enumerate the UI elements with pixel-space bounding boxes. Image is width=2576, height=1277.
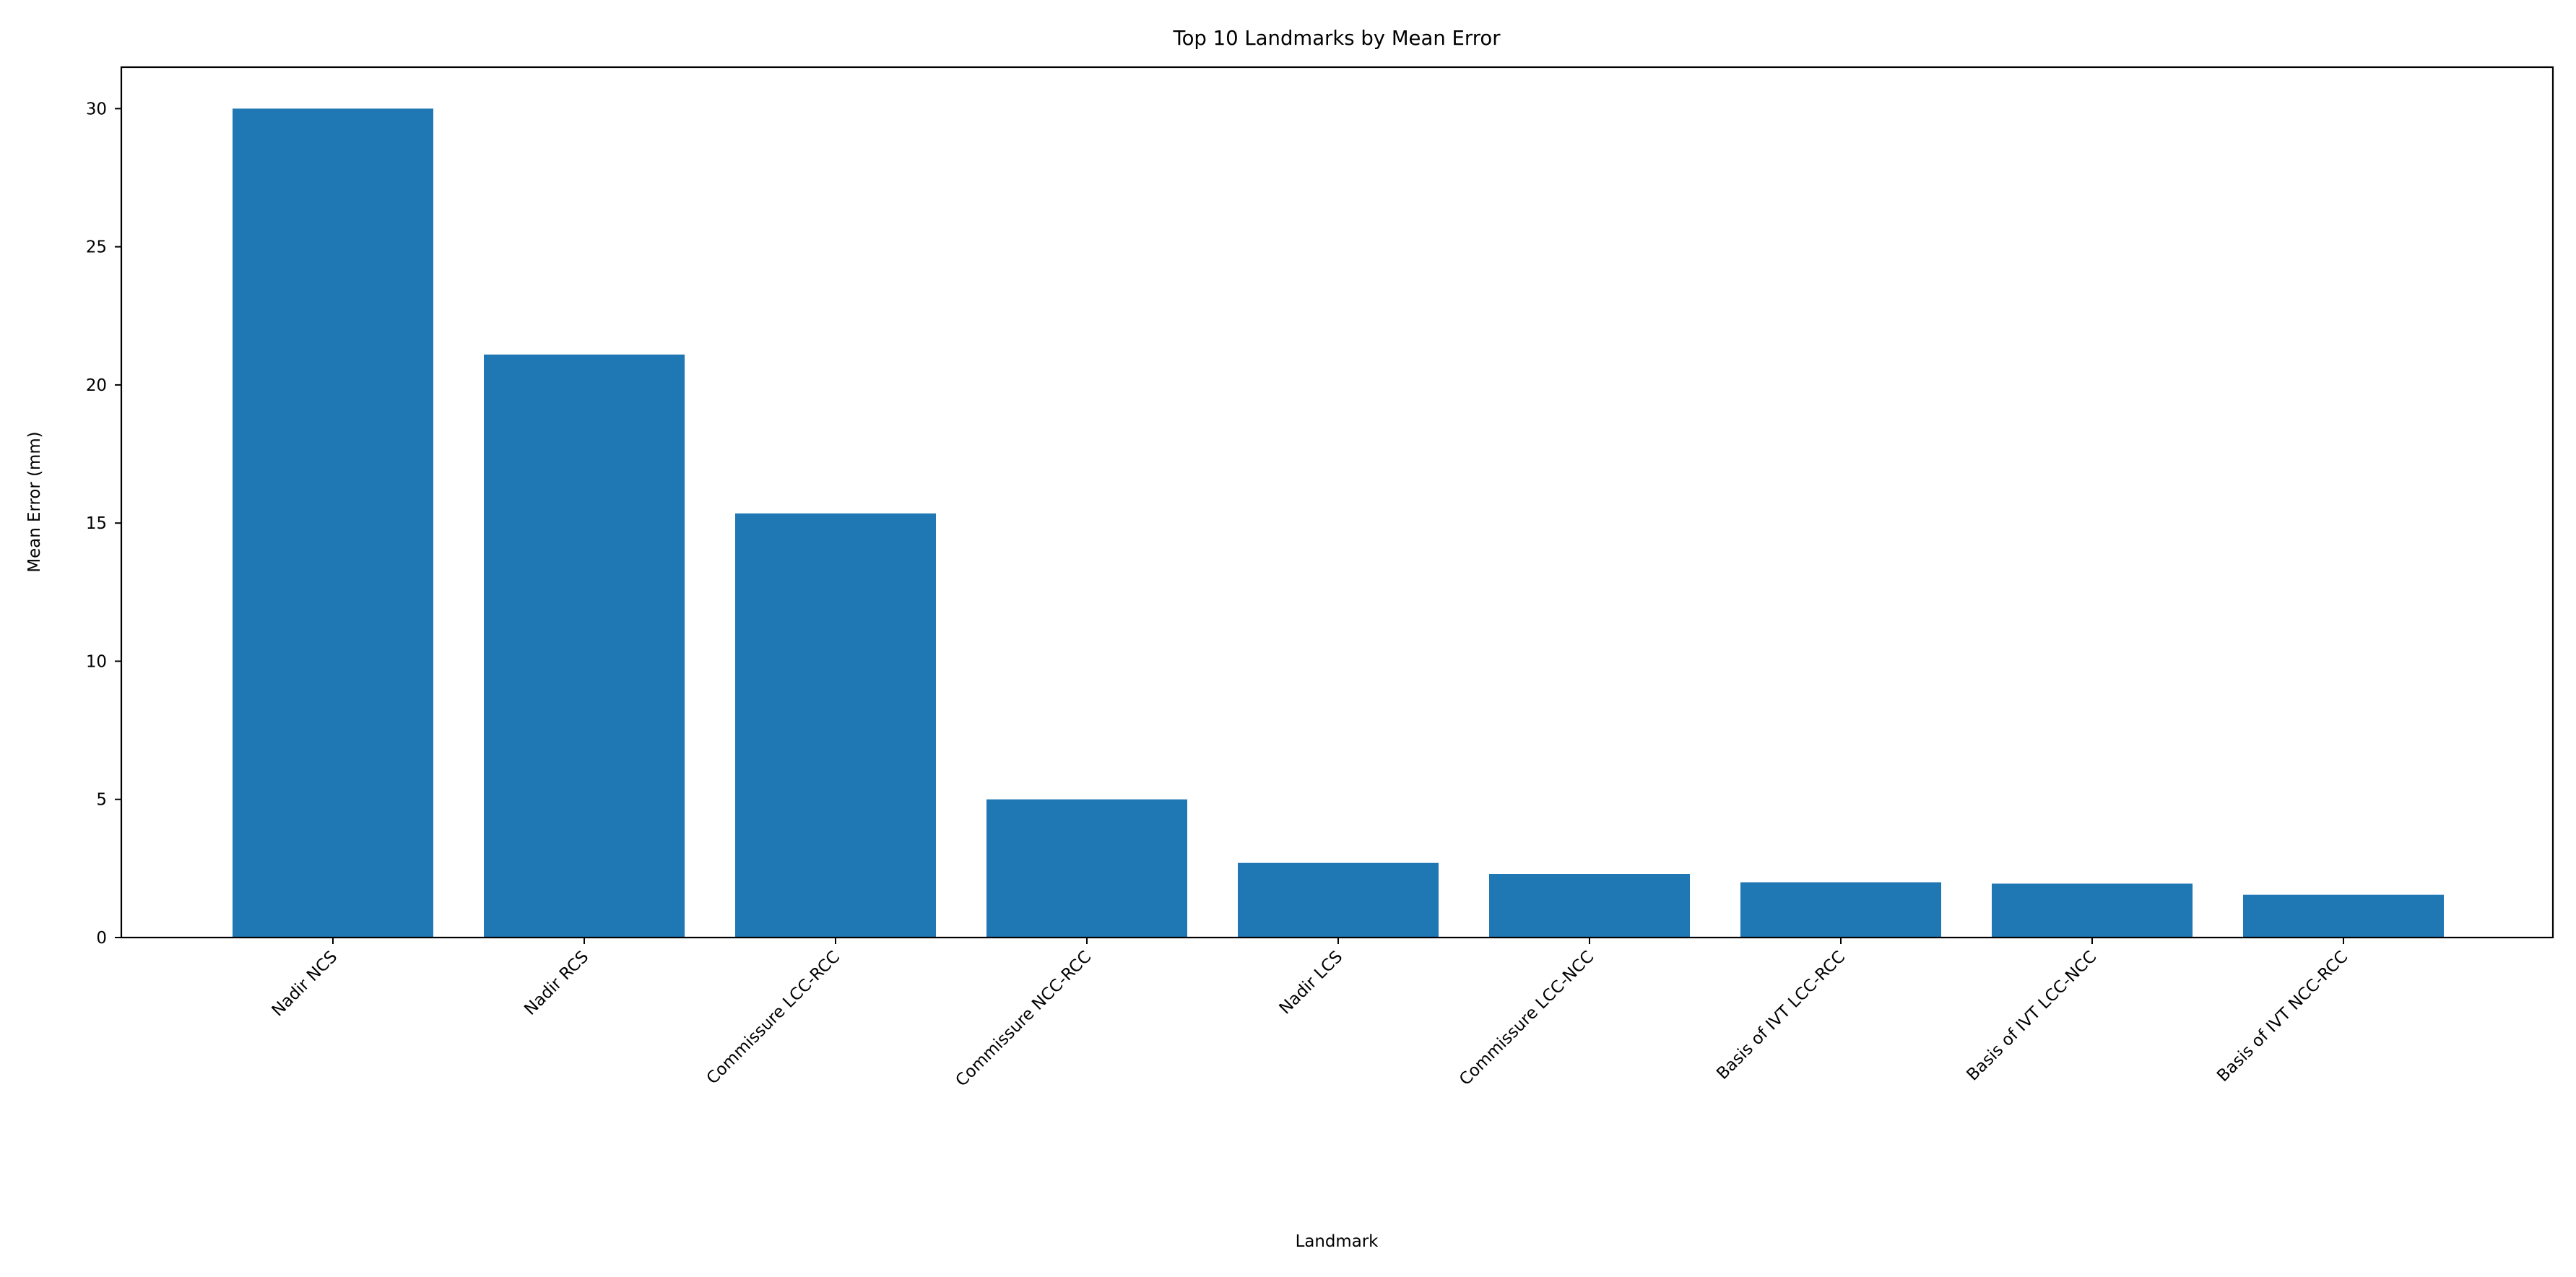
- y-axis: 0 5 10 15 20 25 30: [86, 100, 121, 948]
- x-tick-label: Nadir RCS: [521, 948, 592, 1019]
- x-tick-label: Basis of IVT NCC-RCC: [2213, 948, 2351, 1086]
- x-tick-label: Nadir NCS: [269, 948, 342, 1021]
- x-axis-label: Landmark: [1296, 1232, 1379, 1251]
- x-tick-label: Commissure NCC-RCC: [952, 948, 1095, 1091]
- y-tick-label: 10: [86, 652, 107, 671]
- bar-4: [986, 799, 1187, 938]
- x-tick-label: Basis of IVT LCC-NCC: [1964, 948, 2101, 1085]
- bar-9: [2243, 894, 2444, 938]
- bar-1: [233, 108, 433, 938]
- bar-3: [735, 513, 936, 938]
- bar-6: [1489, 874, 1690, 938]
- y-tick-label: 15: [86, 514, 107, 533]
- y-tick-label: 20: [86, 376, 107, 395]
- y-tick-label: 0: [96, 929, 107, 948]
- y-tick-label: 30: [86, 100, 107, 118]
- x-tick-label: Commissure LCC-NCC: [1456, 948, 1597, 1089]
- y-tick-label: 5: [96, 791, 107, 810]
- chart-title: Top 10 Landmarks by Mean Error: [1172, 27, 1501, 50]
- y-axis-label: Mean Error (mm): [25, 431, 44, 572]
- x-tick-label: Nadir LCS: [1276, 948, 1347, 1018]
- bar-2: [484, 354, 685, 938]
- x-tick-label: Commissure LCC-RCC: [703, 948, 844, 1088]
- bar-5: [1238, 862, 1439, 938]
- y-tick-label: 25: [86, 238, 107, 257]
- x-tick-label: Basis of IVT LCC-RCC: [1713, 948, 1849, 1083]
- bar-8: [1992, 883, 2193, 938]
- plot-frame: [120, 66, 2554, 939]
- bar-7: [1740, 882, 1941, 938]
- bars-group: [233, 108, 2444, 938]
- x-axis: Nadir NCS Nadir RCS Commissure LCC-RCC Comm…: [269, 938, 2351, 1091]
